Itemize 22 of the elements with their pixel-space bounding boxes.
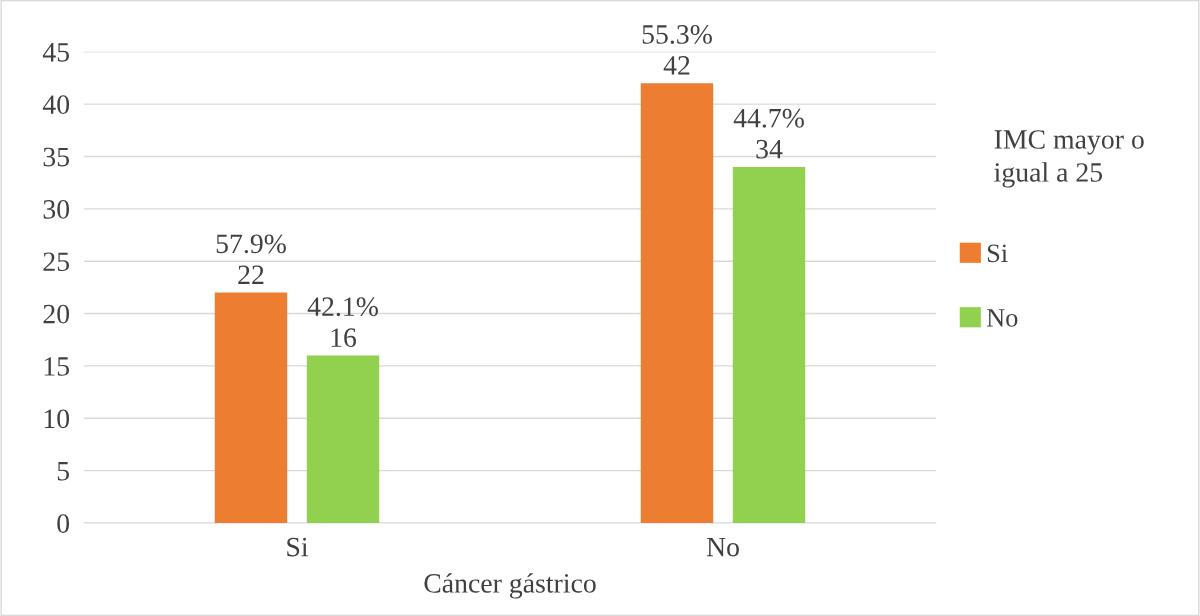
legend-title: IMC mayor o igual a 25 — [994, 130, 1144, 188]
y-tick-label: 15 — [44, 357, 70, 376]
bar — [640, 83, 714, 523]
x-axis-title: Cáncer gástrico — [424, 573, 596, 599]
y-tick-label: 20 — [43, 304, 70, 324]
bar — [214, 292, 288, 523]
y-tick-label: 35 — [43, 147, 70, 167]
y-tick-label: 25 — [43, 252, 70, 272]
y-tick-label: 0 — [57, 514, 70, 533]
bar — [306, 355, 380, 523]
data-label: 42.1% 16 — [307, 297, 378, 348]
bar — [732, 166, 806, 523]
y-tick-label: 10 — [44, 409, 70, 429]
y-tick-label: 5 — [57, 462, 70, 481]
data-label: 44.7% 34 — [733, 108, 804, 159]
data-label: 55.3% 42 — [642, 25, 712, 75]
y-tick-label: 40 — [42, 95, 70, 115]
data-label: 57.9% 22 — [216, 234, 286, 284]
legend-label: Si — [987, 244, 1008, 263]
y-tick-label: 30 — [43, 199, 70, 219]
legend-label: No — [986, 309, 1018, 327]
y-tick-label: 45 — [42, 43, 70, 62]
